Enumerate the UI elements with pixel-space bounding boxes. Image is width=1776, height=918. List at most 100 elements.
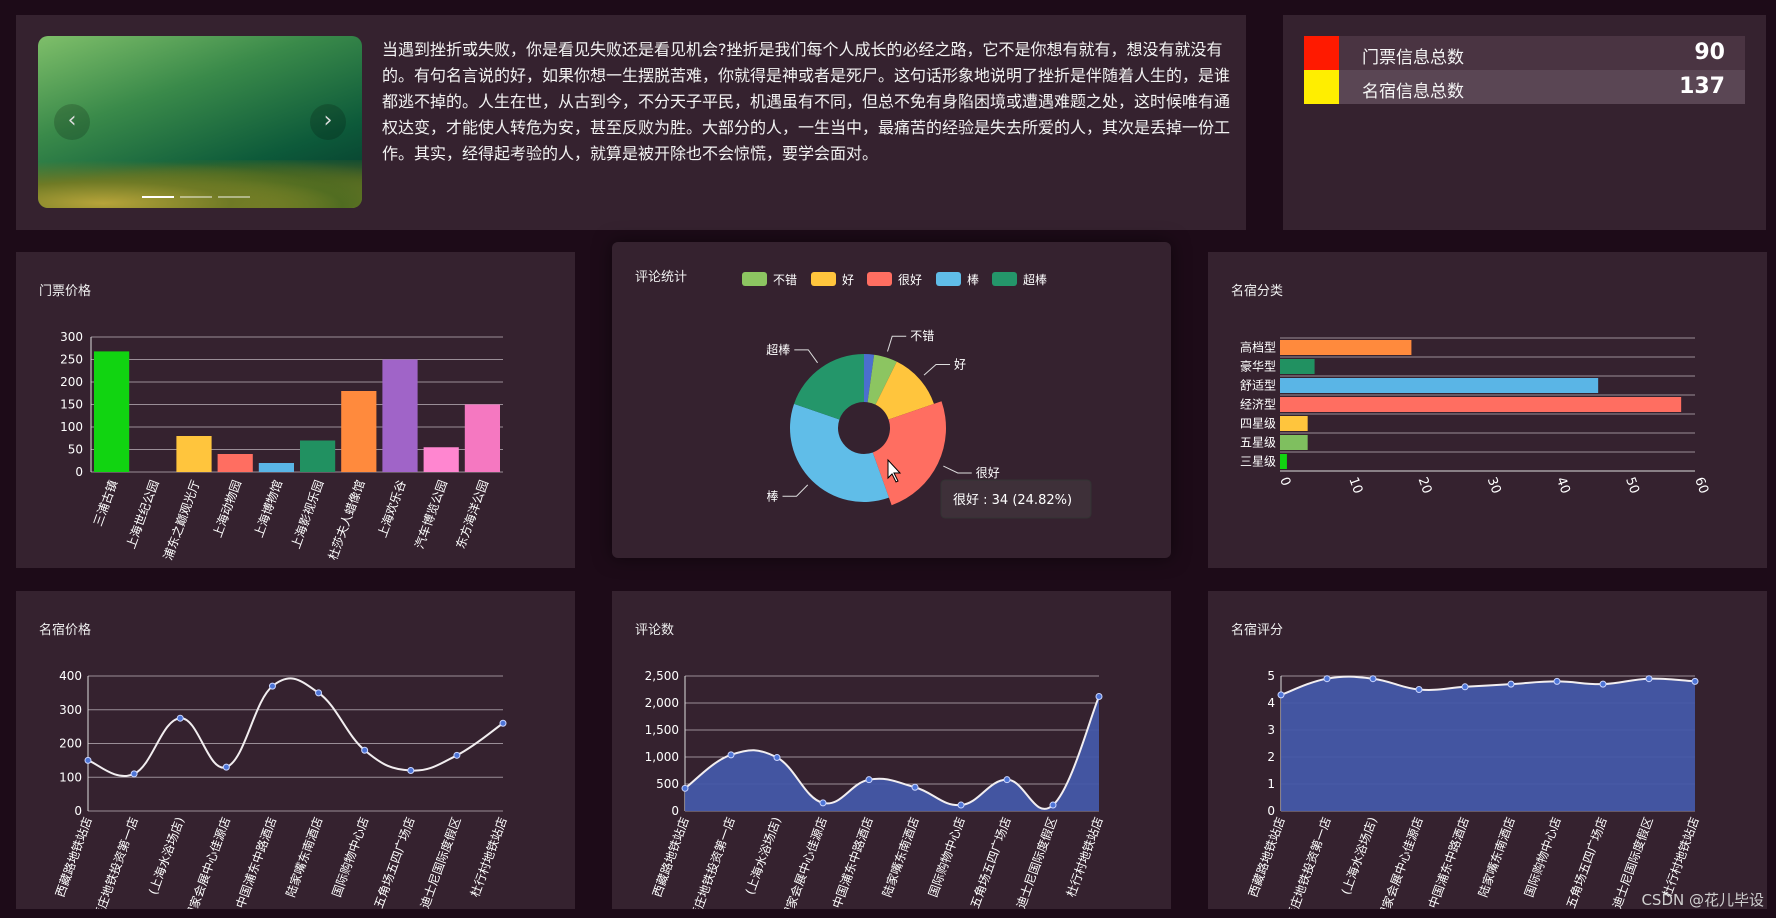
chart-title: 名宿分类	[1231, 284, 1284, 299]
image-carousel[interactable]: ‹ ›	[38, 36, 362, 208]
bar	[300, 440, 336, 472]
y-tick-label: 100	[60, 420, 83, 434]
y-tick-label: 100	[59, 770, 82, 784]
x-tick-label: 莘庄地铁投资第一店	[687, 815, 738, 909]
y-tick-label: 2	[1267, 750, 1275, 764]
series-line	[684, 696, 1100, 810]
slice-label: 棒	[766, 489, 778, 503]
y-tick-label: 0	[75, 465, 83, 479]
data-point	[1095, 693, 1103, 701]
y-tick-label: 200	[60, 375, 83, 389]
bar	[341, 391, 377, 472]
data-point	[222, 763, 230, 771]
x-tick-label: 中国浦东中路酒店	[1425, 815, 1472, 909]
intro-panel: ‹ › 当遇到挫折或失败，你是看见失败还是看见机会?挫折是我们每个人成长的必经之…	[16, 15, 1246, 230]
x-tick-label: 陆家嘴东南酒店	[879, 815, 922, 899]
stat-row-homestay: 名宿信息总数 137	[1304, 70, 1745, 104]
legend-label: 超棒	[1023, 272, 1047, 287]
label-line	[923, 364, 951, 376]
data-point	[865, 776, 873, 784]
x-tick-label: 迪士尼国际度假区	[417, 815, 464, 909]
pie-slice	[872, 401, 946, 506]
y-tick-label: 400	[59, 669, 82, 683]
x-tick-label: 汽车博览公园	[411, 478, 450, 551]
x-tick-label: 五角场五四广场店	[1564, 815, 1610, 909]
stat-row-ticket: 门票信息总数 90	[1304, 36, 1745, 70]
carousel-dot[interactable]	[180, 196, 212, 198]
x-tick-label: 10	[1345, 475, 1365, 496]
y-tick-label: 高档型	[1240, 340, 1276, 355]
slice-label: 超棒	[766, 342, 790, 357]
y-tick-label: 3	[1267, 723, 1275, 737]
x-tick-label: 杜行村地铁站店	[467, 815, 510, 899]
chart-title: 评论统计	[635, 270, 688, 285]
data-point	[1415, 686, 1423, 693]
legend-swatch	[936, 272, 961, 286]
carousel-dot[interactable]	[142, 196, 174, 198]
data-point	[361, 746, 369, 754]
data-point	[1507, 680, 1515, 688]
x-tick-label: 陆家嘴东南酒店	[1475, 815, 1518, 899]
stat-value: 90	[1694, 40, 1725, 65]
x-tick-label: 上海影视乐园	[288, 478, 327, 551]
carousel-next-button[interactable]: ›	[310, 104, 346, 140]
slice-label: 好	[954, 358, 966, 372]
y-tick-label: 2,500	[645, 669, 679, 683]
chart-title: 名宿价格	[39, 623, 92, 638]
x-tick-label: 杜行村地铁站店	[1659, 815, 1702, 899]
x-tick-label: 迪士尼国际度假区	[1013, 815, 1060, 909]
bar	[1280, 435, 1308, 450]
bar	[464, 404, 500, 472]
y-tick-label: 舒适型	[1240, 379, 1276, 393]
x-tick-label: 40	[1553, 475, 1573, 496]
homestay-score-chart: 0 1 2 3 4 5 西藏路地铁站店莘庄地铁投资第一店 (上海水浴场店)国家会展中心佳源店中…	[1245, 669, 1702, 909]
carousel-dot[interactable]	[218, 196, 250, 198]
x-tick-label: 30	[1484, 475, 1504, 496]
carousel-prev-button[interactable]: ‹	[54, 104, 90, 140]
ticket-price-panel: 门票价格 0 50 100 150 200 250 300 三浦古镇 上海世纪公园 浦东之巅观光厅…	[16, 252, 575, 568]
stats-panel: 门票信息总数 90 名宿信息总数 137	[1283, 15, 1766, 230]
y-tick-label: 0	[671, 804, 679, 818]
stat-color-swatch	[1304, 70, 1339, 104]
x-tick-label: 国家会展中心佳源店	[182, 815, 233, 909]
data-point	[773, 754, 781, 762]
x-tick-label: 国际购物中心店	[1521, 815, 1564, 899]
data-point	[268, 682, 276, 690]
label-line	[887, 335, 907, 352]
x-tick-label: 0	[1276, 475, 1293, 488]
pie-slice	[790, 403, 889, 502]
carousel-indicators	[142, 196, 250, 198]
data-point	[1645, 675, 1653, 683]
x-tick-label: 国家会展中心佳源店	[779, 815, 830, 909]
x-tick-label: 上海世纪公园	[123, 478, 162, 551]
y-tick-label: 2,000	[645, 696, 679, 710]
y-tick-label: 150	[60, 398, 83, 412]
y-tick-label: 4	[1267, 696, 1275, 710]
data-point	[727, 751, 735, 759]
x-tick-label: 国际购物中心店	[925, 815, 968, 899]
data-point	[176, 714, 184, 722]
pie-slice	[867, 354, 897, 405]
y-tick-label: 50	[68, 443, 83, 457]
x-tick-label: 西藏路地铁站店	[52, 815, 95, 899]
bar	[217, 454, 253, 472]
legend-swatch	[742, 272, 767, 286]
homestay-score-panel: 名宿评分 0 1 2 3 4 5 西藏路地铁站店 莘庄地铁投资第一店 (上海水浴场店) 国家会展中…	[1208, 591, 1767, 909]
area-fill	[1281, 676, 1695, 811]
bar	[1280, 359, 1315, 374]
y-tick-label: 五星级	[1240, 436, 1276, 450]
x-tick-label: 西藏路地铁站店	[1245, 815, 1288, 899]
chevron-right-icon: ›	[323, 108, 333, 133]
review-pie-chart[interactable]: 不错好很好棒超棒不错好很好棒超棒很好 : 34 (24.82%)	[612, 242, 1171, 558]
y-tick-label: 0	[74, 804, 82, 818]
y-tick-label: 5	[1267, 669, 1275, 683]
bar	[1280, 416, 1308, 431]
data-point	[957, 801, 965, 809]
y-tick-label: 三星级	[1240, 455, 1276, 469]
y-tick-label: 豪华型	[1240, 359, 1276, 374]
bar	[1280, 340, 1412, 355]
data-point	[1553, 677, 1561, 685]
x-tick-label: 五角场五四广场店	[968, 815, 1014, 909]
x-tick-label: 陆家嘴东南酒店	[283, 815, 326, 899]
x-tick-label: 20	[1415, 475, 1435, 496]
